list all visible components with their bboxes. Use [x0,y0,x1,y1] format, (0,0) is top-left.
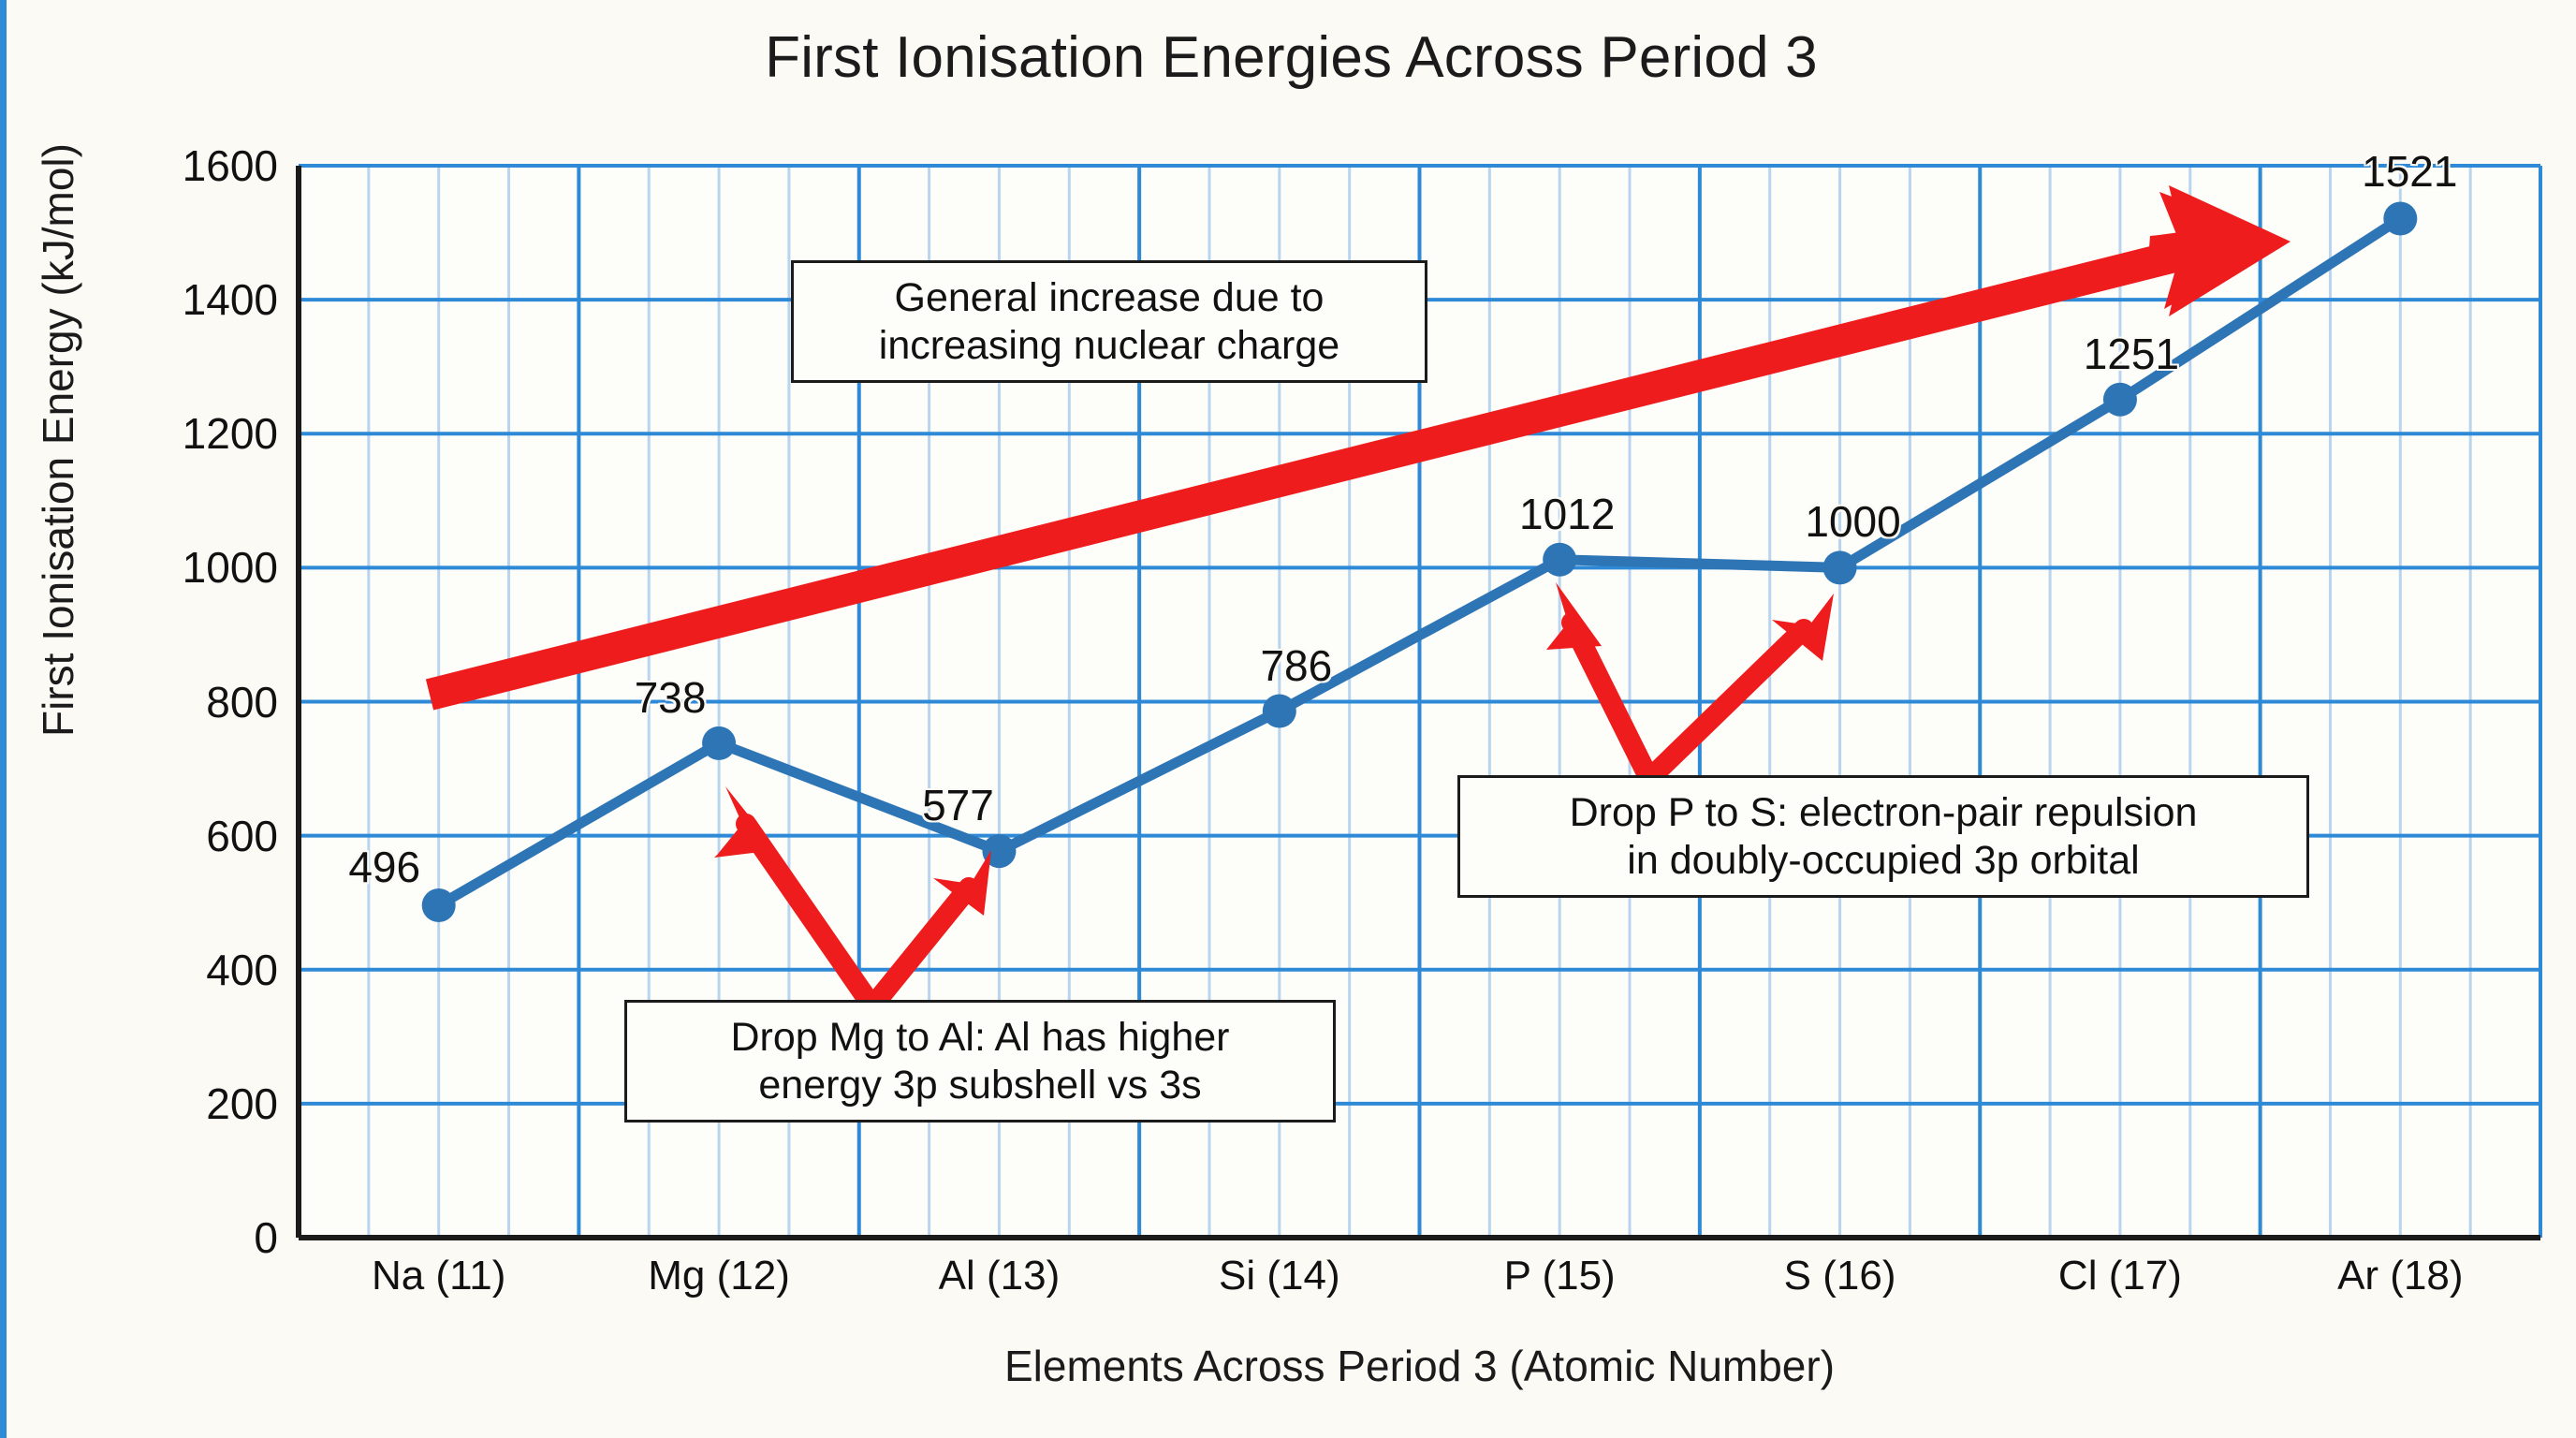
data-point-label: 577 [922,781,994,830]
annotation-trend-line2: increasing nuclear charge [878,322,1340,368]
x-tick-label: Cl (17) [2057,1253,2182,1299]
x-tick-label: Ar (18) [2337,1253,2464,1299]
x-tick-label: P (15) [1503,1253,1616,1299]
y-tick-label: 200 [206,1078,278,1128]
p-s-arrow-icon [1546,582,1834,789]
annotation-p-s: Drop P to S: electron-pair repulsion in … [1457,775,2309,899]
x-tick-label: Mg (12) [648,1253,790,1299]
x-tick-label: Al (13) [938,1253,1061,1299]
y-tick-label: 1600 [182,141,278,190]
trend-arrow-icon [425,185,2291,711]
y-tick-label: 800 [206,677,278,726]
data-point-label: 1000 [1805,497,1901,547]
data-point [702,726,737,760]
annotation-mg-al-line2: energy 3p subshell vs 3s [758,1062,1202,1108]
data-point [2383,201,2418,236]
data-point [421,888,456,923]
annotation-mg-al-line1: Drop Mg to Al: Al has higher [730,1015,1230,1060]
y-axis-tick-labels: 1600 1400 1200 1000 800 600 400 200 0 [119,0,278,1438]
data-point-label: 1012 [1519,489,1616,538]
data-point [1262,694,1296,728]
data-point [982,834,1017,869]
mg-al-arrow-icon [714,786,991,1017]
data-point [2102,382,2137,417]
data-series [421,201,2418,923]
y-tick-label: 0 [254,1213,278,1262]
annotation-trend-line1: General increase due to [894,275,1325,320]
data-point-label: 786 [1260,640,1333,690]
annotation-p-s-line2: in doubly-occupied 3p orbital [1627,837,2140,883]
y-tick-label: 400 [206,945,278,994]
x-axis-title: Elements Across Period 3 (Atomic Number) [1003,1342,1836,1390]
x-tick-label: Si (14) [1219,1253,1340,1299]
plot-area [296,164,2542,1240]
y-tick-label: 600 [206,811,278,860]
data-point-label: 1251 [2083,329,2180,378]
data-point-label: 1521 [2362,146,2458,196]
data-point-label: 496 [348,843,421,892]
annotation-mg-al: Drop Mg to Al: Al has higher energy 3p s… [624,1000,1336,1123]
y-tick-label: 1400 [182,275,278,325]
y-tick-label: 1000 [182,543,278,593]
x-tick-label: Na (11) [371,1253,506,1299]
chart-title: First Ionisation Energies Across Period … [765,25,1818,90]
y-tick-label: 1200 [182,409,278,459]
annotation-trend: General increase due to increasing nucle… [791,260,1427,384]
annotation-p-s-line1: Drop P to S: electron-pair repulsion [1569,790,2198,835]
data-point-label: 738 [634,672,707,722]
data-point [1822,550,1857,585]
x-tick-label: S (16) [1783,1253,1896,1299]
data-point [1543,542,1577,577]
